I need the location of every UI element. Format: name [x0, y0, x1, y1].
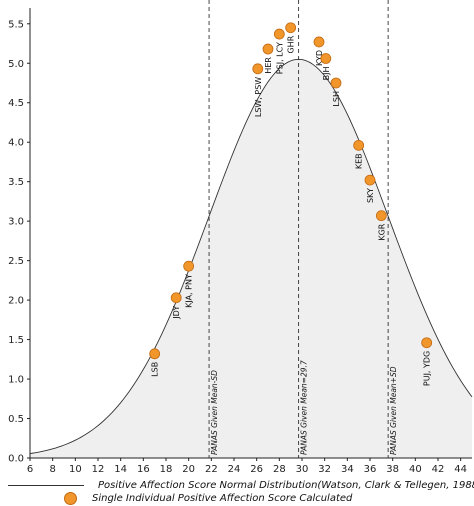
x-tick-label: 10 [69, 464, 82, 475]
x-tick-label: 12 [92, 464, 105, 475]
legend-points-swatch [64, 492, 77, 505]
y-tick-label: 1.5 [8, 335, 24, 346]
point-label: LSW, PSW [254, 77, 263, 117]
x-tick-label: 18 [160, 464, 173, 475]
point-label: GHR [287, 35, 296, 53]
point-label: KYD [315, 50, 324, 66]
positive-affection-chart: 0.0 0.5 1.0 1.5 2.0 2.5 3.0 3.5 4.0 4.5 5.0 5.5 6 8 10… [8, 0, 473, 475]
y-tick-label: 5.5 [8, 19, 24, 30]
legend-curve-swatch [8, 485, 84, 486]
legend-points-entry: Single Individual Positive Affection Sco… [8, 492, 352, 505]
x-tick-label: 34 [341, 464, 354, 475]
x-tick-label: 44 [454, 464, 467, 475]
point-label: PSJ, LCY [275, 42, 284, 74]
y-tick-label: 2.5 [8, 256, 24, 267]
point-label: SKY [366, 188, 375, 203]
data-point [320, 53, 332, 64]
point-label: JDY [172, 306, 181, 320]
legend-curve-entry: Positive Affection Score Normal Distribu… [8, 480, 474, 491]
data-point [273, 28, 285, 40]
x-tick-label: 8 [49, 464, 55, 475]
x-tick-label: 36 [364, 464, 377, 475]
point-label: LSB [151, 362, 160, 377]
y-tick-label: 5.0 [8, 59, 24, 70]
data-point [149, 348, 161, 360]
data-point [262, 43, 274, 55]
x-tick-label: 24 [228, 464, 241, 475]
y-tick-label: 0.5 [8, 414, 24, 425]
x-tick-label: 32 [318, 464, 331, 475]
reference-line-label: PANAS Given Mean-SD [210, 370, 219, 455]
point-label: KGR [377, 223, 386, 240]
distribution-area [30, 59, 472, 458]
data-point [375, 210, 387, 222]
x-tick-label: 22 [205, 464, 218, 475]
y-tick-label: 2.0 [8, 296, 24, 307]
legend-curve-label: Positive Affection Score Normal Distribu… [98, 480, 474, 491]
y-tick-label: 1.0 [8, 375, 24, 386]
data-point [313, 36, 325, 48]
point-label: PUJ, YDG [423, 351, 432, 386]
data-point [330, 77, 342, 89]
x-tick-label: 16 [137, 464, 150, 475]
data-point [285, 22, 297, 34]
reference-line-label: PANAS Given Mean+SD [389, 366, 398, 455]
data-point [353, 139, 365, 151]
point-label: KEB [355, 153, 364, 169]
point-label: LSH [332, 91, 341, 107]
point-label: KJA, PNY [185, 274, 194, 308]
y-tick-label: 4.0 [8, 138, 24, 149]
y-tick-label: 3.5 [8, 177, 24, 188]
data-point [364, 174, 376, 186]
data-point [170, 292, 182, 304]
x-tick-label: 6 [27, 464, 33, 475]
x-tick-label: 28 [273, 464, 286, 475]
data-point [252, 63, 264, 75]
x-tick-label: 26 [250, 464, 263, 475]
reference-line-label: PANAS Given Mean=29.7 [300, 360, 309, 455]
y-tick-label: 4.5 [8, 98, 24, 109]
x-tick-label: 14 [114, 464, 127, 475]
point-label: HER [264, 57, 273, 74]
legend-points-label: Single Individual Positive Affection Sco… [92, 493, 353, 504]
x-tick-label: 40 [409, 464, 422, 475]
x-tick-label: 20 [182, 464, 195, 475]
y-tick-label: 0.0 [8, 454, 24, 465]
x-tick-label: 42 [432, 464, 445, 475]
x-tick-label: 38 [386, 464, 399, 475]
y-tick-label: 3.0 [8, 217, 24, 228]
distribution-curve [29, 58, 473, 455]
x-tick-label: 30 [296, 464, 309, 475]
point-label: BJH [322, 67, 331, 81]
data-point [183, 260, 195, 272]
data-point [421, 337, 433, 349]
